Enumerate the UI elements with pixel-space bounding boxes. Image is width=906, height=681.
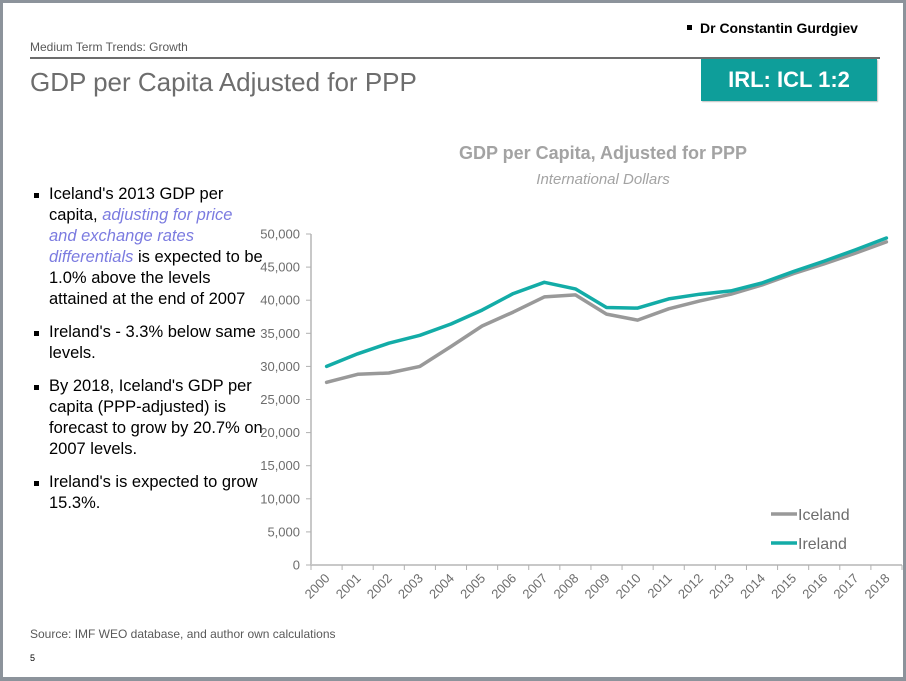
author-label: Dr Constantin Gurdgiev	[687, 20, 858, 36]
source-note: Source: IMF WEO database, and author own…	[30, 627, 336, 641]
comparison-badge: IRL: ICL 1:2	[701, 59, 877, 101]
y-tick-label: 10,000	[260, 491, 300, 506]
y-tick-label: 30,000	[260, 359, 300, 374]
x-tick-label: 2013	[706, 571, 737, 602]
x-tick-label: 2003	[395, 571, 426, 602]
x-tick-label: 2005	[457, 571, 488, 602]
y-tick-label: 45,000	[260, 260, 300, 275]
series-line-iceland	[324, 240, 889, 385]
y-tick-label: 5,000	[267, 524, 300, 539]
y-tick-label: 20,000	[260, 425, 300, 440]
header-divider	[30, 57, 880, 59]
x-tick-label: 2001	[333, 571, 364, 602]
page-number: 5	[30, 653, 36, 663]
legend-label-iceland: Iceland	[798, 507, 850, 524]
x-tick-label: 2004	[426, 571, 457, 602]
bullet-item: Ireland's is expected to grow 15.3%.	[33, 472, 263, 514]
x-tick-label: 2009	[582, 571, 613, 602]
section-label: Medium Term Trends: Growth	[30, 40, 188, 54]
x-tick-label: 2008	[550, 571, 581, 602]
x-tick-label: 2014	[737, 571, 768, 602]
y-tick-label: 50,000	[260, 227, 300, 242]
chart-title: GDP per Capita, Adjusted for PPP	[458, 143, 748, 163]
bullet-icon	[687, 24, 692, 30]
author-name: Dr Constantin Gurdgiev	[700, 20, 858, 36]
x-tick-label: 2007	[519, 571, 550, 602]
x-tick-label: 2015	[768, 571, 799, 602]
bullet-item: By 2018, Iceland's GDP per capita (PPP-a…	[33, 376, 263, 460]
x-tick-label: 2018	[862, 571, 893, 602]
highlight-text: adjusting for price and exchange rates d…	[49, 206, 233, 266]
x-tick-label: 2012	[675, 571, 706, 602]
x-tick-label: 2017	[830, 571, 861, 602]
chart-subtitle: International Dollars	[536, 171, 670, 188]
x-tick-label: 2002	[364, 571, 395, 602]
bullet-item: Ireland's - 3.3% below same levels.	[33, 322, 263, 364]
legend-label-ireland: Ireland	[798, 536, 847, 553]
page-title: GDP per Capita Adjusted for PPP	[30, 67, 417, 97]
bullet-item: Iceland's 2013 GDP per capita, adjusting…	[33, 184, 263, 310]
series-line-ireland	[324, 236, 889, 369]
y-tick-label: 0	[293, 558, 300, 573]
x-tick-label: 2000	[302, 571, 333, 602]
x-tick-label: 2006	[488, 571, 519, 602]
y-tick-label: 15,000	[260, 458, 300, 473]
bullet-list: Iceland's 2013 GDP per capita, adjusting…	[33, 184, 263, 526]
x-tick-label: 2016	[799, 571, 830, 602]
x-tick-label: 2011	[644, 571, 674, 601]
y-tick-label: 35,000	[260, 326, 300, 341]
y-tick-label: 40,000	[260, 293, 300, 308]
y-tick-label: 25,000	[260, 392, 300, 407]
x-tick-label: 2010	[613, 571, 644, 602]
